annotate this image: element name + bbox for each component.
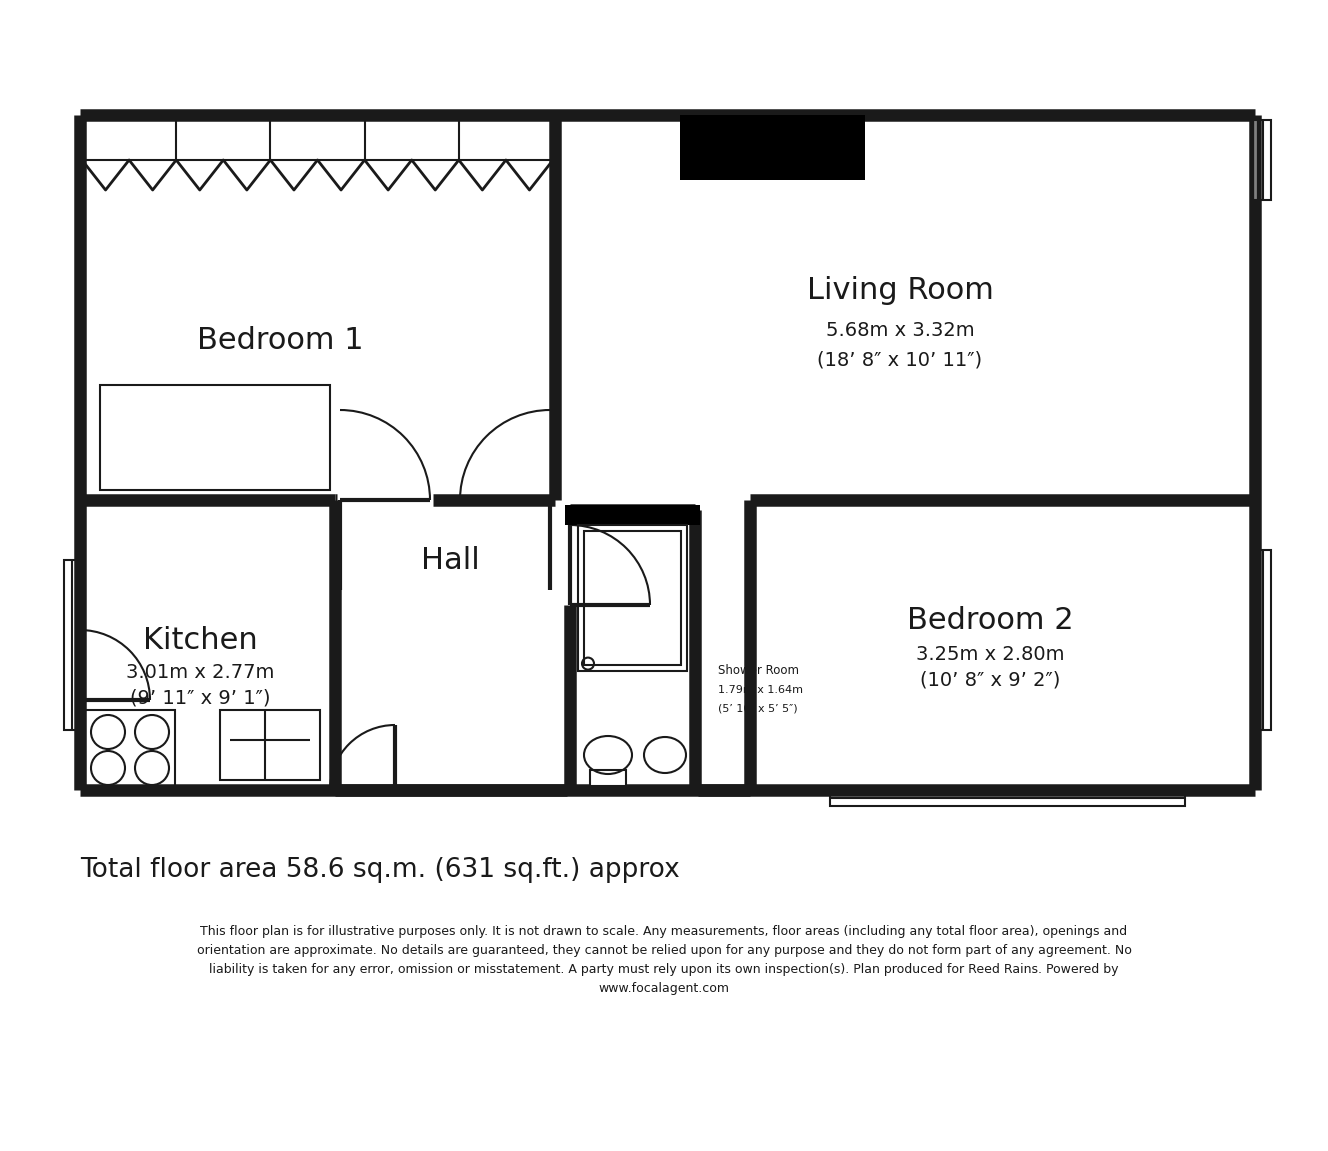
Text: (5’ 10″ x 5’ 5″): (5’ 10″ x 5’ 5″) xyxy=(718,703,798,712)
Bar xyxy=(584,531,681,664)
Text: Hall: Hall xyxy=(421,546,479,574)
Text: This floor plan is for illustrative purposes only. It is not drawn to scale. Any: This floor plan is for illustrative purp… xyxy=(197,925,1131,994)
Bar xyxy=(578,525,687,671)
Bar xyxy=(85,710,175,790)
Text: (18’ 8″ x 10’ 11″): (18’ 8″ x 10’ 11″) xyxy=(818,351,983,369)
Bar xyxy=(590,770,625,786)
Bar xyxy=(680,115,865,180)
Text: 5.68m x 3.32m: 5.68m x 3.32m xyxy=(826,320,975,340)
Bar xyxy=(830,788,1185,806)
Text: 3.01m x 2.77m: 3.01m x 2.77m xyxy=(126,663,274,681)
Text: 3.25m x 2.80m: 3.25m x 2.80m xyxy=(916,645,1064,663)
Bar xyxy=(1254,120,1271,200)
Bar xyxy=(1254,550,1271,730)
Text: Shower Room: Shower Room xyxy=(718,663,799,677)
Bar xyxy=(590,770,625,786)
Text: Living Room: Living Room xyxy=(806,275,993,305)
Text: Bedroom 2: Bedroom 2 xyxy=(907,605,1073,634)
Text: Bedroom 1: Bedroom 1 xyxy=(197,326,364,355)
Bar xyxy=(220,710,320,780)
Bar xyxy=(64,561,82,730)
Bar xyxy=(100,384,329,490)
Text: 1.79m x 1.64m: 1.79m x 1.64m xyxy=(718,685,803,695)
Text: (9’ 11″ x 9’ 1″): (9’ 11″ x 9’ 1″) xyxy=(130,688,271,708)
Text: (10’ 8″ x 9’ 2″): (10’ 8″ x 9’ 2″) xyxy=(920,671,1060,689)
Bar xyxy=(564,505,700,525)
Text: Kitchen: Kitchen xyxy=(142,625,258,655)
Text: Total floor area 58.6 sq.m. (631 sq.ft.) approx: Total floor area 58.6 sq.m. (631 sq.ft.)… xyxy=(80,857,680,883)
